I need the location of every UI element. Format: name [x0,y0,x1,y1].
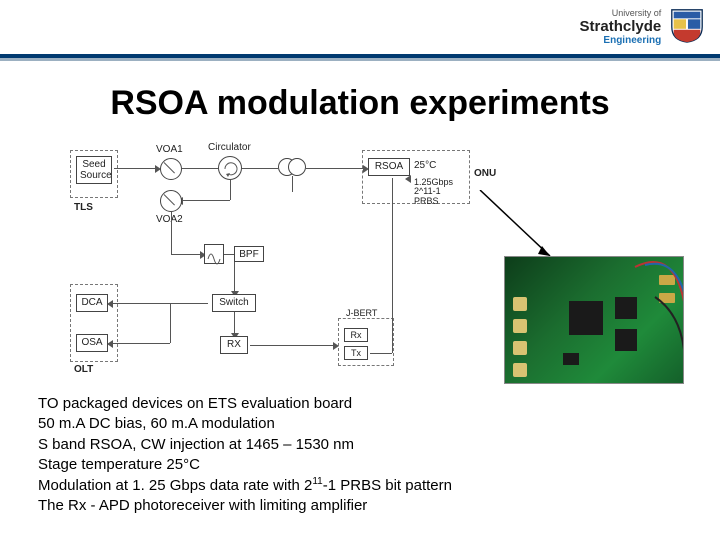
node-voa2-label: VOA2 [156,214,183,225]
group-onu-label: ONU [474,168,496,179]
bullet-line: The Rx - APD photoreceiver with limiting… [38,496,678,516]
header-band: University of Strathclyde Engineering [0,0,720,58]
evaluation-board-photo [504,256,684,384]
node-jbert-tx: Tx [344,346,368,360]
node-voa1 [160,158,182,180]
node-seed-label: SeedSource [80,159,112,181]
edge-circ-coupler [242,168,278,169]
edge-rx-jbert [250,345,334,346]
edge-voa1-circ [182,168,218,169]
edge-switch-dca [112,303,208,304]
edge-tx-up [392,178,393,353]
bullet-line: TO packaged devices on ETS evaluation bo… [38,394,678,414]
edge-coupler-drop [292,176,293,192]
node-seed-source: SeedSource [76,156,112,184]
group-olt-label: OLT [74,364,93,375]
bullet-list: TO packaged devices on ETS evaluation bo… [38,394,678,517]
node-rsoa-temp: 25°C [414,160,436,171]
node-bpf-symbol [204,244,224,264]
edge-switch-osa [112,343,170,344]
node-jbert-rx: Rx [344,328,368,342]
page-title: RSOA modulation experiments [0,84,720,123]
node-dca: DCA [76,294,108,312]
node-coupler-b [288,158,306,176]
bullet-line: S band RSOA, CW injection at 1465 – 1530… [38,435,678,455]
university-logo: University of Strathclyde Engineering [580,6,706,46]
edge-tx-out [370,353,392,354]
node-rsoa-rate: 1.25Gbps2^11-1PRBS [414,178,453,206]
node-rsoa: RSOA [368,158,410,176]
edge-voa2-bpf [171,254,201,255]
logo-line1: University of [580,8,662,18]
node-rx: RX [220,336,248,354]
crest-icon [668,6,706,44]
block-diagram: TLS OLT ONU SeedSource VOA1 Circulator R… [70,150,490,370]
edge-bpfsym-bpf [224,254,234,255]
edge-switch-osa-v [170,303,171,343]
edge-to-voa2 [182,200,230,201]
edge-coupler-rsoa [306,168,364,169]
edge-voa2-down [171,212,172,254]
node-voa2 [160,190,182,212]
edge-switch-rx [234,312,235,334]
edge-seed-voa1 [114,168,156,169]
group-tls-label: TLS [74,202,93,213]
onu-arrow [470,190,560,260]
bullet-line: Stage temperature 25°C [38,455,678,475]
node-voa1-label: VOA1 [156,144,183,155]
logo-line2: Strathclyde [580,18,662,35]
node-circulator [218,156,242,180]
node-jbert-label: J-BERT [346,308,377,318]
bullet-line: Modulation at 1. 25 Gbps data rate with … [38,475,678,496]
edge-circ-down [230,180,231,200]
node-osa: OSA [76,334,108,352]
logo-line3: Engineering [580,35,662,46]
bullet-line: 50 m.A DC bias, 60 m.A modulation [38,414,678,434]
node-bpf: BPF [234,246,264,262]
node-circulator-label: Circulator [208,142,251,153]
node-switch: Switch [212,294,256,312]
edge-bpf-switch [234,262,235,292]
